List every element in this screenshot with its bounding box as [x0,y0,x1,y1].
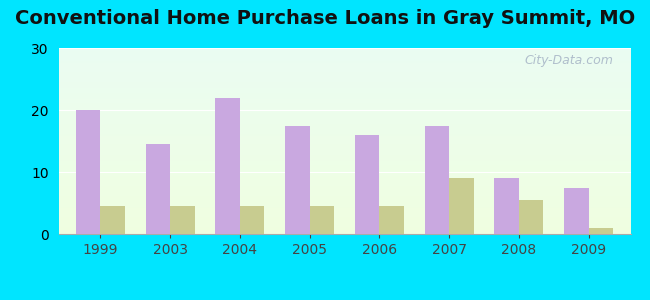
Text: Conventional Home Purchase Loans in Gray Summit, MO: Conventional Home Purchase Loans in Gray… [15,9,635,28]
Bar [170,206,194,234]
Text: City-Data.com: City-Data.com [525,54,614,67]
Bar [100,206,125,234]
Bar [424,125,449,234]
Bar [76,110,100,234]
Bar [146,144,170,234]
Bar [589,228,613,234]
Bar [380,206,404,234]
Legend: HMDA, PMIC: HMDA, PMIC [250,294,439,300]
Bar [215,98,240,234]
Bar [355,135,380,234]
Bar [495,178,519,234]
Bar [519,200,543,234]
Bar [285,125,309,234]
Bar [240,206,265,234]
Bar [564,188,589,234]
Bar [309,206,334,234]
Bar [449,178,474,234]
